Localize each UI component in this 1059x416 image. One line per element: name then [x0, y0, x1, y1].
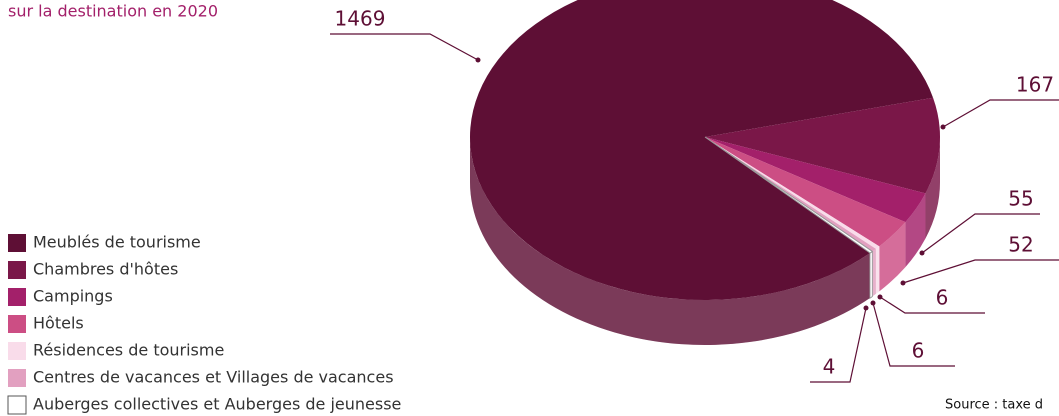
side-shade	[905, 193, 926, 268]
leader-line	[942, 99, 1059, 128]
leader-line	[902, 259, 1059, 284]
value-label: 6	[912, 339, 925, 363]
slice-side	[925, 137, 940, 239]
slice	[705, 137, 926, 223]
legend-label: Résidences de tourisme	[33, 341, 224, 360]
slice-side	[879, 222, 906, 292]
leader-line	[879, 296, 985, 314]
value-label: 1469	[335, 7, 386, 31]
leader-dot	[863, 305, 869, 311]
slice	[705, 137, 880, 249]
side-shade	[870, 251, 873, 299]
slice-side	[875, 246, 880, 294]
slice	[705, 97, 940, 194]
leader-line	[921, 213, 1040, 254]
legend-swatch	[7, 395, 27, 415]
leader-dot	[919, 250, 925, 256]
leader-line	[810, 307, 867, 383]
slice	[704, 136, 874, 254]
value-label: 4	[823, 355, 836, 379]
leader-dot	[900, 280, 906, 286]
legend-label: Meublés de tourisme	[33, 233, 201, 252]
side-shade	[879, 222, 906, 292]
leader-dot	[870, 300, 876, 306]
value-label: 52	[1008, 233, 1033, 257]
legend-label: Auberges collectives et Auberges de jeun…	[33, 395, 401, 414]
slice-side	[872, 248, 876, 297]
leader-line	[330, 33, 479, 61]
legend-label: Centres de vacances et Villages de vacan…	[33, 368, 394, 387]
slice	[470, 0, 934, 300]
source: Source : taxe d	[945, 398, 1043, 413]
legend-swatch	[8, 261, 26, 279]
legend-label: Campings	[33, 287, 113, 306]
side-shade	[470, 137, 871, 345]
legend-label: Hôtels	[33, 314, 84, 333]
leader-dot	[940, 124, 946, 130]
side-shade	[875, 246, 880, 294]
side-shade	[925, 137, 940, 239]
legend-swatch	[8, 288, 26, 306]
value-label: 6	[936, 286, 949, 310]
leader-line	[872, 302, 955, 367]
legend-swatch	[8, 342, 26, 360]
side-shade	[872, 248, 876, 297]
legend-swatch	[8, 369, 26, 387]
legend-swatch	[8, 315, 26, 333]
leader-dot	[475, 57, 481, 63]
slice-side	[905, 193, 926, 268]
leader-dot	[877, 294, 883, 300]
slice	[705, 137, 906, 247]
value-label: 55	[1008, 187, 1033, 211]
value-label: 167	[1016, 73, 1054, 97]
legend-label: Chambres d'hôtes	[33, 260, 178, 279]
slice-side	[470, 137, 871, 345]
legend-swatch	[8, 234, 26, 252]
subtitle: sur la destination en 2020	[8, 2, 218, 21]
